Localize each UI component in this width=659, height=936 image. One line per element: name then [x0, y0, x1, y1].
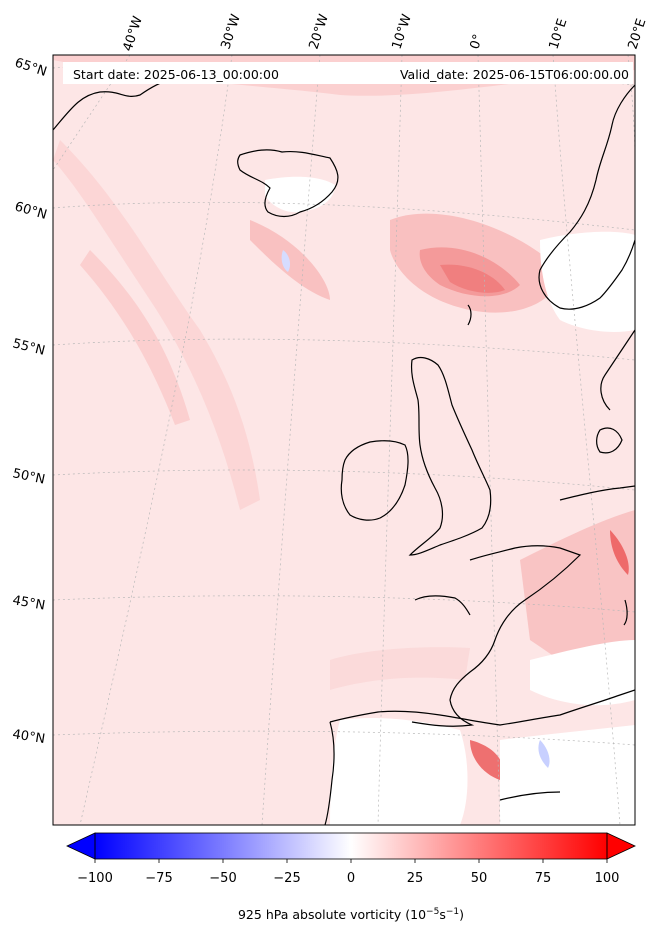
valid-date-label: Valid_date: 2025-06-15T06:00:00.00: [400, 67, 629, 82]
coastlines: [53, 74, 635, 825]
lon-label-0: 0°: [468, 33, 487, 52]
graticule: [53, 55, 635, 825]
iceland-coast: [237, 149, 339, 218]
iberia-west: [324, 721, 335, 825]
cb-tick-label: −100: [77, 871, 113, 886]
sweden-coast: [600, 329, 635, 411]
map-frame: [52, 54, 636, 826]
meridian-10w: [377, 55, 403, 825]
norway-coast: [538, 84, 635, 310]
lat-label-60n: 60°N: [13, 199, 49, 222]
colorbar-min-extend: [66, 832, 96, 860]
shetland: [467, 304, 472, 326]
parallel-55: [53, 338, 635, 361]
colorbar: −100 −75 −50 −25 0 25 50 75 100 925 hPa …: [66, 832, 636, 922]
parallel-50: [53, 469, 635, 491]
baltic-coast: [559, 485, 635, 501]
lat-label-55n: 55°N: [11, 336, 46, 358]
cb-tick-label: 0: [347, 871, 355, 886]
lon-label-10e: 10°E: [547, 17, 571, 51]
denmark-coast: [596, 427, 623, 454]
iberia-coast: [329, 689, 635, 726]
parallel-45: [53, 595, 635, 613]
lat-label-40n: 40°N: [11, 727, 46, 747]
parallel-40: [53, 730, 635, 746]
header-box: [63, 62, 633, 84]
colorbar-ticks: [94, 859, 608, 863]
lon-label-30w: 30°W: [219, 12, 244, 51]
lat-label-50n: 50°N: [11, 466, 46, 487]
meridian-40w: [53, 55, 131, 171]
britain-coast: [408, 356, 492, 556]
lon-label-40w: 40°W: [121, 14, 146, 53]
ireland-coast: [340, 440, 409, 521]
cb-tick-label: 25: [407, 871, 424, 886]
cb-tick-label: −25: [273, 871, 300, 886]
vorticity-field-background: [53, 55, 635, 825]
iberia-south: [499, 791, 561, 801]
brittany-coast: [414, 595, 471, 616]
cb-tick-label: −75: [145, 871, 172, 886]
lon-label-20w: 20°W: [307, 12, 332, 51]
cb-tick-label: 50: [471, 871, 488, 886]
cb-tick-label: −50: [209, 871, 236, 886]
map-panel: [53, 55, 635, 825]
latitude-labels: 65°N 60°N 55°N 50°N 45°N 40°N: [11, 56, 49, 748]
colorbar-tick-labels: −100 −75 −50 −25 0 25 50 75 100: [77, 871, 619, 886]
corsica: [623, 599, 628, 626]
meridian-20w: [261, 55, 321, 825]
lat-label-65n: 65°N: [13, 56, 49, 80]
lon-label-10w: 10°W: [390, 12, 415, 51]
cb-tick-label: 100: [595, 871, 620, 886]
colorbar-label: 925 hPa absolute vorticity (10−5s−1): [238, 907, 464, 922]
colorbar-max-extend: [606, 832, 636, 860]
cb-tick-label: 75: [535, 871, 552, 886]
colorbar-body: [95, 833, 607, 859]
lon-label-20e: 20°E: [626, 17, 650, 51]
meridian-0: [477, 55, 501, 825]
start-date-label: Start date: 2025-06-13_00:00:00: [73, 67, 279, 82]
longitude-labels: 40°W 30°W 20°W 10°W 0° 10°E 20°E: [121, 12, 650, 53]
lat-label-45n: 45°N: [11, 593, 46, 613]
meridian-10e: [552, 55, 621, 825]
